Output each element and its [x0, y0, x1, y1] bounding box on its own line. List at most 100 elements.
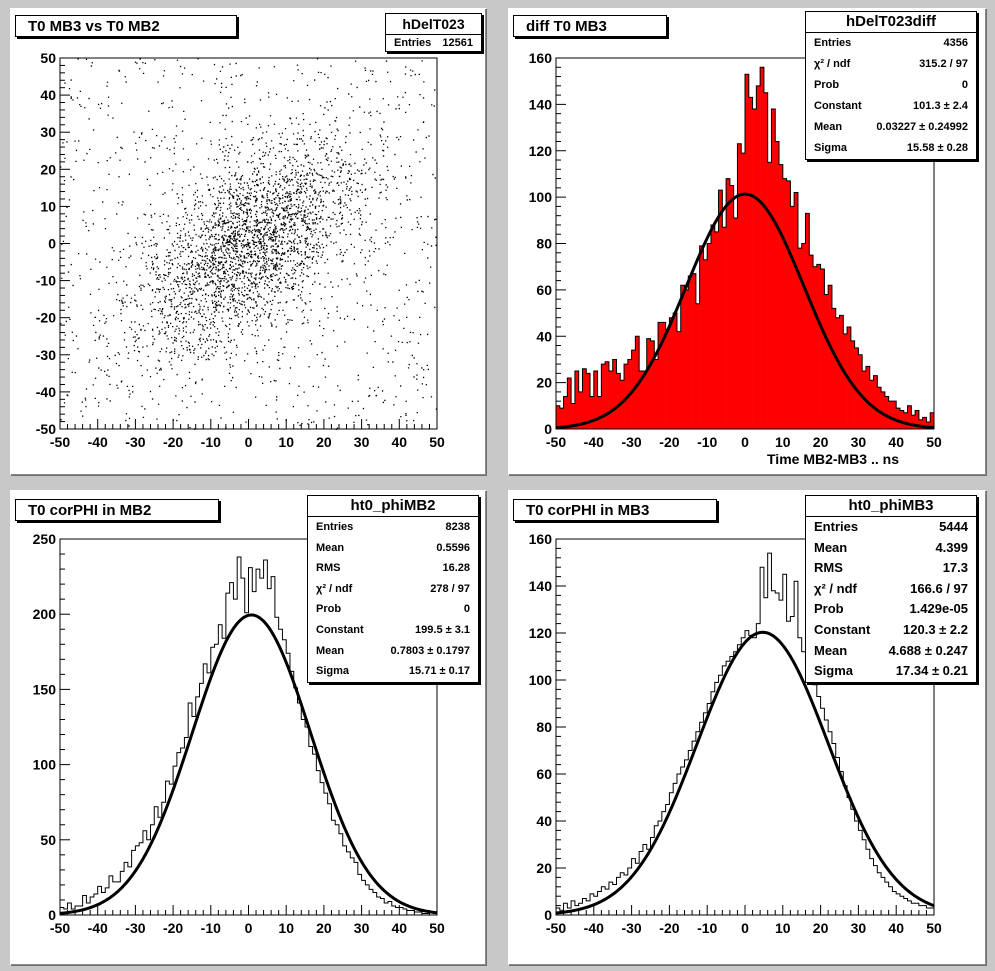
histogram-bar: [695, 303, 700, 429]
histogram-bar: [680, 285, 685, 429]
histogram-bar: [707, 243, 712, 429]
x-tick-label: 50: [926, 920, 942, 936]
histogram-bar: [620, 380, 625, 429]
stats-value: 5444: [939, 519, 968, 534]
stats-row: Mean 4.399: [806, 538, 976, 559]
histogram-bar: [703, 259, 708, 429]
histogram-bar: [729, 185, 734, 429]
histogram-bar: [805, 213, 810, 429]
y-tick-label: 100: [529, 189, 553, 205]
y-tick-label: 100: [529, 672, 553, 688]
histogram-bar: [586, 373, 591, 429]
stats-row: Constant 101.3 ± 2.4: [806, 96, 976, 117]
stats-row: Mean 0.5596: [308, 538, 478, 559]
pad-title: T0 corPHI in MB2: [15, 499, 219, 521]
histogram-bar: [775, 141, 780, 429]
x-tick-label: -30: [125, 434, 145, 450]
stats-name: ht0_phiMB2: [308, 496, 478, 517]
x-axis-title: Time MB2-MB3 .. ns: [767, 451, 899, 467]
histogram-bar: [790, 206, 795, 429]
histogram-bar: [658, 322, 663, 429]
stats-box: hDelT023 Entries 12561: [385, 13, 482, 52]
histogram-bar: [903, 412, 908, 429]
y-tick-label: 40: [536, 328, 552, 344]
stats-value: 101.3 ± 2.4: [913, 100, 968, 112]
histogram-bar: [722, 227, 727, 429]
y-tick-label: 80: [536, 719, 552, 735]
stats-label: Sigma: [814, 663, 854, 679]
x-tick-label: 40: [392, 920, 408, 936]
histogram-bar: [612, 359, 617, 429]
stats-row: Constant 199.5 ± 3.1: [308, 620, 478, 641]
stats-label: Prob: [814, 601, 844, 617]
stats-value: 17.34 ± 0.21: [895, 663, 968, 679]
histogram-bar: [760, 67, 765, 430]
stats-row: Mean 0.03227 ± 0.24992: [806, 117, 976, 138]
x-tick-label: 10: [278, 920, 294, 936]
y-tick-label: 20: [536, 375, 552, 391]
stats-value: 166.6 / 97: [910, 580, 968, 596]
pad-diff: -50 -40 -30 -20 -10 0 10 20 30 40 50 0 20 40 60 80 100 12…: [508, 8, 986, 475]
x-tick-label: 40: [888, 920, 904, 936]
x-tick-label: 50: [429, 920, 445, 936]
histogram-bar: [824, 294, 829, 429]
gaussian-fit-curve: [59, 613, 438, 915]
x-tick-label: 50: [926, 434, 942, 450]
histogram-bar: [646, 338, 651, 429]
histogram-bar: [582, 368, 587, 429]
stats-row: Entries 12561: [386, 35, 481, 51]
x-tick-label: 20: [316, 920, 332, 936]
scatter-points: [60, 58, 438, 430]
x-tick-label: 0: [741, 434, 749, 450]
x-tick-label: 10: [775, 920, 791, 936]
stats-label: Mean: [316, 541, 345, 554]
histogram-bar: [884, 396, 889, 429]
histogram-mb2: -50 -40 -30 -20 -10 0 10 20 30 40 50 0 50 100 150 200 25…: [33, 531, 445, 936]
histogram-bar: [831, 308, 837, 429]
stats-row: RMS 17.3: [806, 558, 976, 579]
stats-value: 278 / 97: [430, 582, 470, 595]
histogram-bar: [816, 264, 821, 429]
histogram-bar: [688, 275, 693, 429]
histogram-bar: [590, 396, 595, 429]
y-tick-label: 120: [529, 625, 553, 641]
histogram-bar: [801, 243, 806, 429]
scatter-point: [60, 58, 438, 430]
histogram-bar: [899, 410, 905, 429]
stats-label: Mean: [814, 642, 848, 658]
histogram-outline: [59, 556, 438, 915]
stats-box: ht0_phiMB2 Entries 8238 Mean 0.5596 RMS 16.…: [307, 495, 479, 683]
stats-label: Entries: [394, 37, 432, 49]
y-tick-label: 50: [40, 832, 56, 848]
histogram-bar: [786, 180, 791, 429]
stats-value: 0: [961, 79, 968, 91]
pad-title: diff T0 MB3: [513, 15, 667, 37]
y-tick-label: 100: [33, 757, 57, 773]
histogram-bar: [665, 329, 670, 429]
histogram-bar: [692, 273, 697, 429]
stats-row: RMS 16.28: [308, 558, 478, 579]
stats-label: Entries: [814, 519, 859, 534]
x-tick-label: 40: [888, 434, 904, 450]
histogram-bar: [911, 415, 916, 429]
x-tick-label: -20: [163, 434, 183, 450]
histogram-bar: [881, 391, 886, 429]
histogram-bar: [794, 192, 799, 429]
stats-value: 17.3: [942, 560, 968, 576]
stats-label: Constant: [814, 621, 871, 637]
stats-row: Mean 0.7803 ± 0.1797: [308, 641, 478, 662]
histogram-diff: -50 -40 -30 -20 -10 0 10 20 30 40 50 0 20 40 60 80 100 12…: [529, 50, 942, 450]
histogram-bar: [907, 405, 912, 429]
stats-row: Sigma 15.58 ± 0.28: [806, 138, 976, 159]
histogram-bar: [654, 359, 659, 429]
x-tick-label: 30: [851, 434, 867, 450]
y-tick-label: 160: [529, 531, 553, 547]
x-tick-label: -40: [88, 434, 108, 450]
histogram-bar: [918, 419, 923, 429]
y-tick-label: 10: [40, 198, 56, 214]
stats-label: RMS: [814, 560, 843, 576]
y-tick-label: 80: [536, 236, 552, 252]
histogram-bar: [676, 331, 682, 429]
histogram-bar: [782, 178, 787, 429]
stats-label: Mean: [814, 121, 843, 133]
